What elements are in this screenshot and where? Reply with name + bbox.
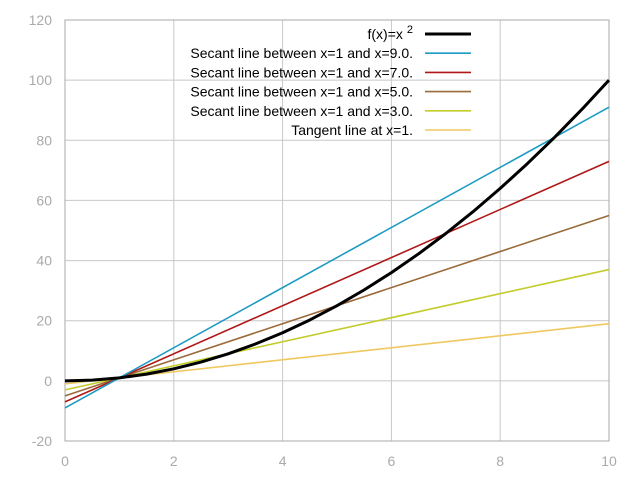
y-tick-label: 100 [29, 72, 53, 88]
x-tick-label: 10 [601, 453, 617, 469]
y-tick-label: 120 [29, 12, 53, 28]
x-tick-label: 4 [279, 453, 287, 469]
series-curve-fx [64, 79, 611, 383]
y-tick-label: 0 [44, 373, 52, 389]
legend-label: Tangent line at x=1. [291, 122, 413, 138]
x-tick-label: 0 [61, 453, 69, 469]
plot-frame [64, 19, 610, 442]
series-layer [64, 79, 611, 409]
legend-label: Secant line between x=1 and x=9.0. [190, 45, 413, 61]
legend-label: Secant line between x=1 and x=7.0. [190, 64, 413, 80]
series-line-1 [64, 106, 610, 409]
x-axis-ticks: 0 2 4 6 8 10 [61, 453, 617, 469]
y-tick-label: 80 [36, 132, 52, 148]
x-tick-label: 6 [388, 453, 396, 469]
y-tick-label: 40 [36, 253, 52, 269]
legend: f(x)=x 2 Secant line between x=1 and x=9.0… [190, 24, 471, 138]
legend-label: f(x)=x 2 [367, 24, 413, 42]
legend-label: Secant line between x=1 and x=3.0. [190, 103, 413, 119]
x-tick-label: 2 [170, 453, 178, 469]
y-tick-label: 20 [36, 313, 52, 329]
y-tick-label: 60 [36, 192, 52, 208]
legend-label: Secant line between x=1 and x=5.0. [190, 84, 413, 100]
y-tick-label: -20 [32, 433, 52, 449]
series-line-4 [64, 268, 610, 391]
y-axis-ticks: -20 0 20 40 60 80 100 120 [29, 12, 53, 449]
series-line-2 [64, 160, 610, 403]
x-tick-label: 8 [496, 453, 504, 469]
